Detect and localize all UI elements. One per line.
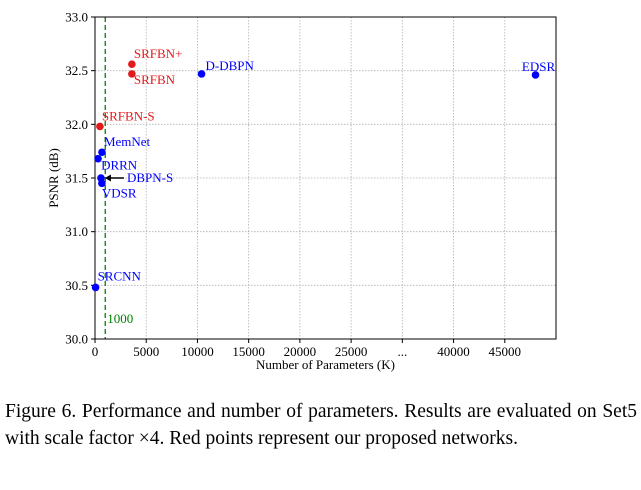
data-point-d-dbpn bbox=[197, 70, 206, 78]
y-tick-label: 31.0 bbox=[65, 224, 88, 239]
data-point-edsr bbox=[531, 71, 540, 79]
axis-ticks: 0 5000 10000 15000 20000 25000... 40000 45000 30… bbox=[65, 10, 521, 360]
x-tick-label: 45000 bbox=[489, 344, 522, 359]
point-label-d-dbpn: D-DBPN bbox=[206, 58, 255, 73]
data-point-srfbn bbox=[128, 70, 136, 78]
dbpn-s-arrow-head bbox=[104, 174, 111, 182]
x-tick-label: 20000 bbox=[284, 344, 317, 359]
y-tick-label: 32.0 bbox=[65, 117, 88, 132]
y-tick-label: 31.5 bbox=[65, 171, 88, 186]
data-point-srcnn bbox=[91, 283, 100, 292]
point-label-dbpn-s: DBPN-S bbox=[127, 170, 173, 185]
x-tick-label: 0 bbox=[92, 344, 99, 359]
data-point-vdsr bbox=[98, 179, 106, 188]
y-tick-label: 33.0 bbox=[65, 10, 88, 25]
point-label-edsr: EDSR bbox=[522, 59, 556, 74]
y-axis-label: PSNR (dB) bbox=[46, 148, 61, 208]
x-tick-label: 5000 bbox=[133, 344, 159, 359]
point-label-srfbn: SRFBN bbox=[134, 72, 176, 87]
x-tick-label: ... bbox=[397, 344, 407, 359]
data-point-memnet bbox=[98, 148, 106, 157]
x-tick-label: 40000 bbox=[437, 344, 470, 359]
point-label-drrn: DRRN bbox=[101, 158, 138, 173]
x-axis-label: Number of Parameters (K) bbox=[256, 357, 395, 372]
x-tick-label: 10000 bbox=[181, 344, 214, 359]
data-point-srfbn-s bbox=[96, 122, 104, 131]
point-label-srfbn: SRFBN+ bbox=[134, 46, 183, 61]
point-label-vdsr: VDSR bbox=[102, 185, 137, 200]
y-tick-label: 30.0 bbox=[65, 332, 88, 347]
data-points: SRFBN+ SRFBN SRFBN-S D-DBPN EDSR MemNet DRRNDB… bbox=[91, 46, 556, 292]
scatter-chart: 1000 0 5000 10000 15000 20000 25000... 40000 45… bbox=[46, 10, 557, 372]
point-label-srcnn: SRCNN bbox=[98, 268, 142, 283]
reference-line-label: 1000 bbox=[107, 311, 133, 326]
point-label-memnet: MemNet bbox=[104, 134, 151, 149]
data-point-drrn bbox=[94, 154, 102, 163]
y-tick-label: 30.5 bbox=[65, 278, 88, 293]
point-label-srfbn-s: SRFBN-S bbox=[102, 108, 155, 123]
figure-caption: Figure 6. Performance and number of para… bbox=[5, 401, 637, 449]
y-tick-label: 32.5 bbox=[65, 63, 88, 78]
x-tick-label: 15000 bbox=[232, 344, 265, 359]
data-point-srfbn bbox=[128, 60, 136, 69]
x-tick-label: 25000 bbox=[335, 344, 368, 359]
